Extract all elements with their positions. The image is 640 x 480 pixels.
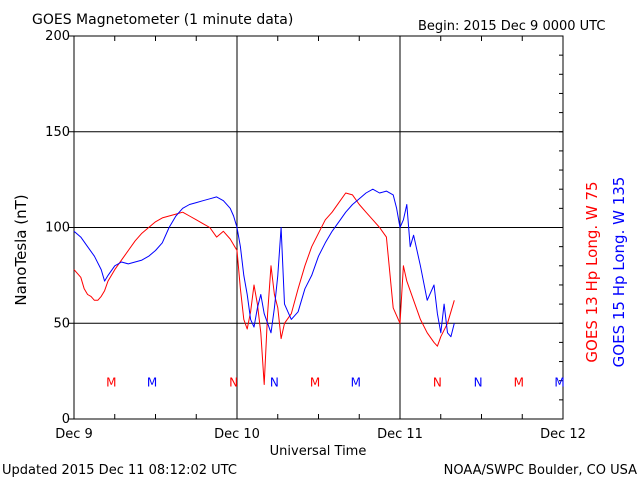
annotation-marker: M: [106, 375, 116, 389]
chart-title: GOES Magnetometer (1 minute data): [32, 12, 293, 28]
grid-lines: [74, 36, 563, 419]
annotation-marker: N: [229, 375, 238, 389]
annotation-marker: N: [474, 375, 483, 389]
y-tick-label: 200: [45, 29, 70, 44]
series-line-goes15: [73, 188, 455, 338]
annotation-marker: M: [554, 375, 564, 389]
legend-goes13: GOES 13 Hp Long. W 75: [583, 181, 601, 362]
y-tick-label: 50: [53, 316, 70, 331]
series-lines: [73, 188, 455, 385]
y-tick-label: 100: [45, 221, 70, 236]
legend-goes15: GOES 15 Hp Long. W 135: [610, 177, 628, 368]
y-axis-label: NanoTesla (nT): [12, 194, 30, 305]
annotation-marker: M: [514, 375, 524, 389]
series-line-goes13: [73, 192, 455, 385]
annotation-marker: M: [310, 375, 320, 389]
y-axis-ticks: 0 50 100 150 200: [45, 29, 563, 427]
x-tick-label: Dec 12: [540, 427, 586, 442]
x-tick-label: Dec 10: [214, 427, 260, 442]
updated-timestamp: Updated 2015 Dec 11 08:12:02 UTC: [2, 463, 237, 478]
annotation-marker: N: [270, 375, 279, 389]
x-tick-label: Dec 11: [377, 427, 423, 442]
x-tick-label: Dec 9: [55, 427, 93, 442]
y-tick-label: 0: [62, 412, 70, 427]
annotation-marker: N: [433, 375, 442, 389]
x-axis-ticks: Dec 9 Dec 10 Dec 11 Dec 12: [55, 36, 586, 442]
begin-timestamp: Begin: 2015 Dec 9 0000 UTC: [418, 19, 605, 34]
annotation-marker: M: [351, 375, 361, 389]
x-axis-label: Universal Time: [270, 444, 367, 459]
y-tick-label: 150: [45, 125, 70, 140]
annotation-marker: M: [147, 375, 157, 389]
credit-label: NOAA/SWPC Boulder, CO USA: [444, 463, 637, 478]
